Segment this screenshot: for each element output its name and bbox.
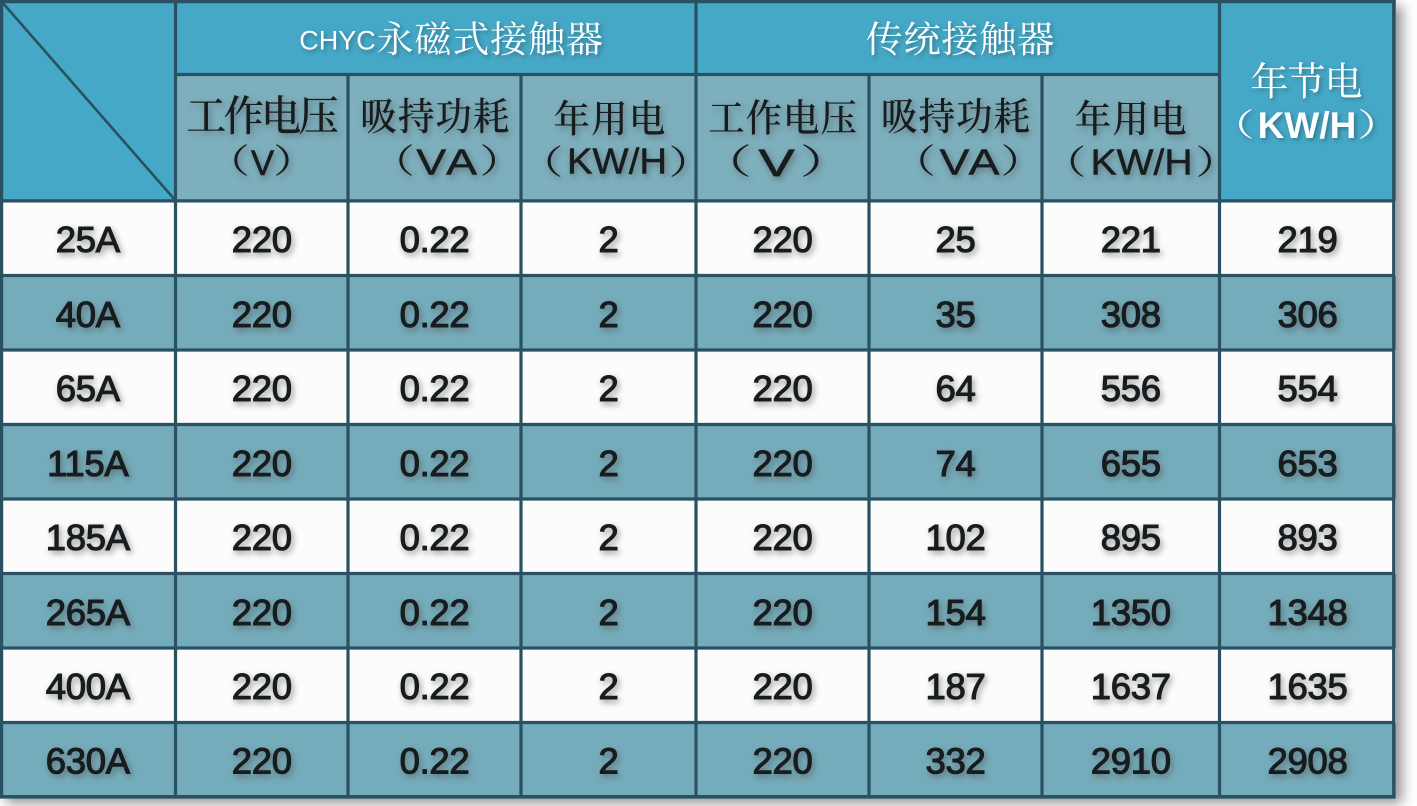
svg-text:0.22: 0.22 — [400, 443, 470, 484]
svg-text:653: 653 — [1278, 443, 1338, 484]
svg-text:KW/H: KW/H — [1258, 105, 1357, 146]
svg-text:102: 102 — [926, 517, 986, 558]
svg-text:2908: 2908 — [1268, 741, 1348, 782]
svg-text:25: 25 — [936, 219, 976, 260]
svg-text:V: V — [759, 143, 796, 185]
svg-text:0.22: 0.22 — [400, 592, 470, 633]
svg-text:65A: 65A — [56, 368, 121, 409]
svg-text:219: 219 — [1278, 219, 1338, 260]
svg-text:308: 308 — [1101, 294, 1161, 335]
svg-text:400A: 400A — [46, 666, 131, 707]
svg-text:0.22: 0.22 — [400, 294, 470, 335]
svg-text:187: 187 — [926, 666, 986, 707]
svg-text:220: 220 — [753, 741, 813, 782]
svg-text:2: 2 — [599, 517, 619, 558]
svg-text:1348: 1348 — [1268, 592, 1348, 633]
svg-text:265A: 265A — [46, 592, 131, 633]
svg-text:40A: 40A — [56, 294, 121, 335]
svg-text:895: 895 — [1101, 517, 1161, 558]
svg-text:0.22: 0.22 — [400, 517, 470, 558]
svg-text:220: 220 — [232, 294, 292, 335]
svg-text:KW/H: KW/H — [1091, 142, 1193, 183]
svg-text:220: 220 — [232, 741, 292, 782]
svg-text:2: 2 — [599, 592, 619, 633]
svg-text:154: 154 — [926, 592, 986, 633]
svg-text:1635: 1635 — [1268, 666, 1348, 707]
svg-text:V: V — [251, 144, 275, 183]
svg-text:220: 220 — [232, 219, 292, 260]
svg-text:25A: 25A — [56, 219, 121, 260]
svg-text:220: 220 — [753, 592, 813, 633]
svg-text:220: 220 — [232, 592, 292, 633]
svg-text:2: 2 — [599, 666, 619, 707]
svg-text:220: 220 — [753, 443, 813, 484]
svg-text:V: V — [940, 142, 970, 183]
svg-text:220: 220 — [753, 517, 813, 558]
svg-text:74: 74 — [936, 443, 976, 484]
svg-text:220: 220 — [232, 368, 292, 409]
svg-text:0.22: 0.22 — [400, 741, 470, 782]
svg-text:220: 220 — [232, 517, 292, 558]
svg-text:115A: 115A — [47, 443, 129, 484]
svg-text:630A: 630A — [46, 741, 131, 782]
svg-text:KW/H: KW/H — [567, 141, 667, 182]
svg-text:220: 220 — [753, 666, 813, 707]
svg-text:2: 2 — [599, 219, 619, 260]
svg-text:554: 554 — [1278, 368, 1338, 409]
svg-text:2: 2 — [599, 294, 619, 335]
svg-text:2: 2 — [599, 741, 619, 782]
svg-text:220: 220 — [232, 443, 292, 484]
svg-text:332: 332 — [926, 741, 986, 782]
svg-text:221: 221 — [1101, 219, 1161, 260]
svg-text:2: 2 — [599, 368, 619, 409]
svg-text:220: 220 — [232, 666, 292, 707]
svg-text:220: 220 — [753, 219, 813, 260]
svg-text:2910: 2910 — [1091, 741, 1171, 782]
svg-text:V: V — [416, 142, 446, 183]
svg-text:0.22: 0.22 — [400, 219, 470, 260]
svg-text:2: 2 — [599, 443, 619, 484]
svg-text:185A: 185A — [46, 517, 131, 558]
svg-text:556: 556 — [1101, 368, 1161, 409]
svg-text:35: 35 — [936, 294, 976, 335]
svg-text:1350: 1350 — [1091, 592, 1171, 633]
svg-text:64: 64 — [936, 368, 976, 409]
svg-text:1637: 1637 — [1091, 666, 1171, 707]
svg-text:0.22: 0.22 — [400, 368, 470, 409]
svg-text:655: 655 — [1101, 443, 1161, 484]
svg-text:893: 893 — [1278, 517, 1338, 558]
svg-text:A: A — [446, 142, 477, 183]
svg-text:A: A — [969, 142, 1000, 183]
svg-text:0.22: 0.22 — [400, 666, 470, 707]
svg-text:306: 306 — [1278, 294, 1338, 335]
svg-text:CHYC: CHYC — [299, 26, 376, 56]
svg-text:220: 220 — [753, 368, 813, 409]
svg-text:220: 220 — [753, 294, 813, 335]
